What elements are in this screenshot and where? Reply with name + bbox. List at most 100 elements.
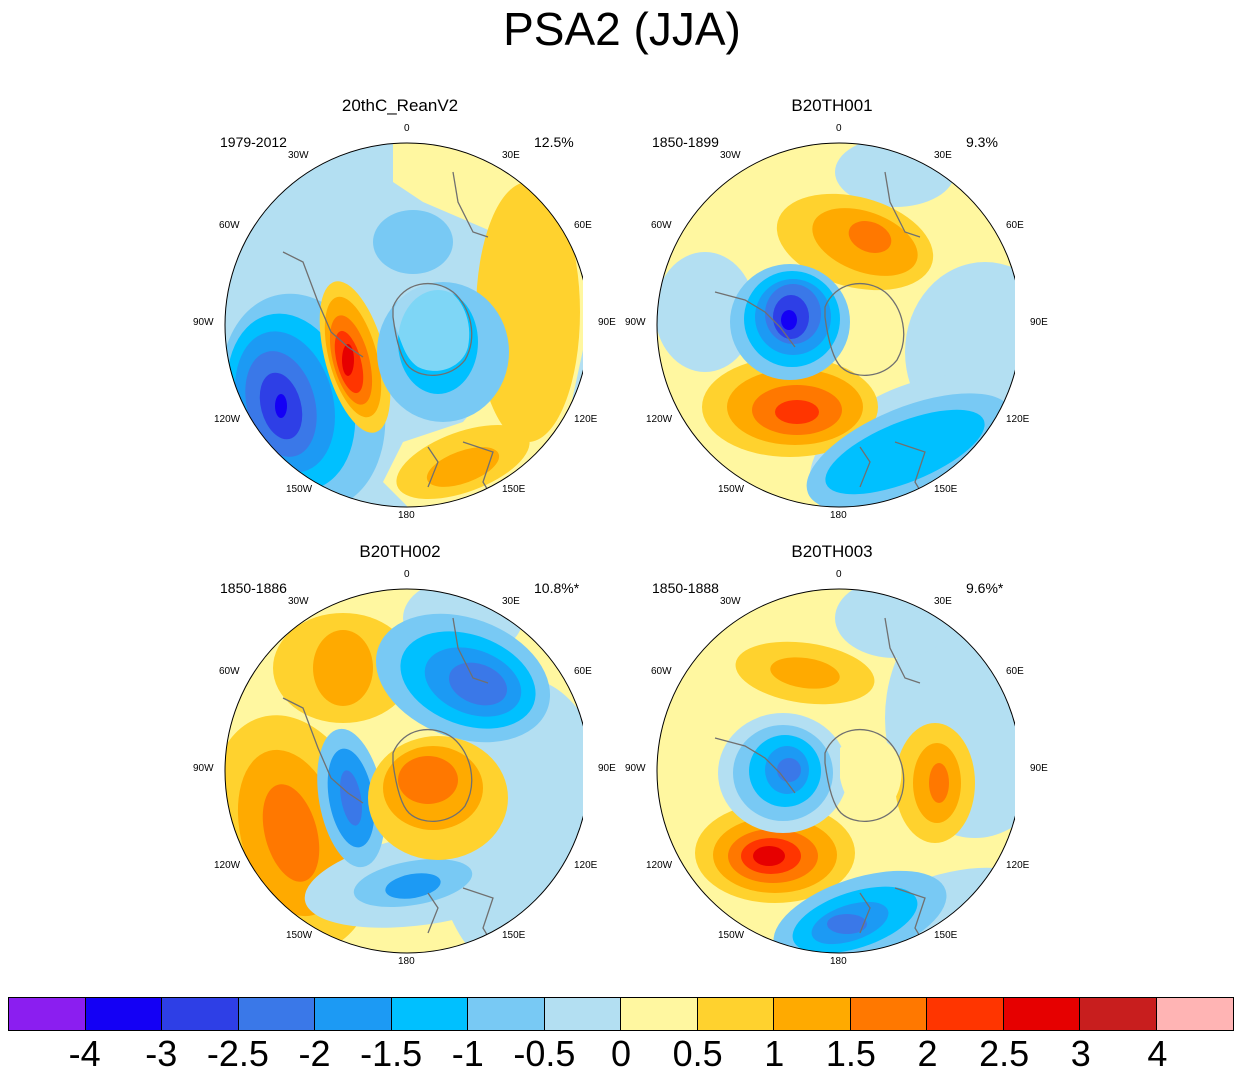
polar-map	[656, 588, 1015, 954]
panel-variance: 10.8%*	[534, 580, 580, 596]
colorbar-swatch	[391, 998, 468, 1030]
lon-label-60w: 60W	[651, 220, 672, 231]
panel-period: 1850-1888	[652, 580, 719, 596]
lon-label-0: 0	[404, 569, 410, 580]
colorbar-swatch	[544, 998, 621, 1030]
panel-b20th003: B20TH003 1850-1888 9.6%*	[625, 542, 1052, 972]
colorbar-label: -2.5	[206, 1033, 269, 1074]
lon-label-120e: 120E	[574, 860, 598, 871]
lon-label-30w: 30W	[720, 596, 741, 607]
polar-map	[656, 142, 1015, 508]
lon-label-90w: 90W	[193, 317, 214, 328]
lon-label-30e: 30E	[502, 596, 520, 607]
colorbar-swatch	[850, 998, 927, 1030]
lon-label-0: 0	[404, 123, 410, 134]
colorbar-swatch	[238, 998, 315, 1030]
panel-title: B20TH003	[791, 542, 873, 561]
colorbar-label: -1	[451, 1033, 484, 1074]
colorbar-swatch	[697, 998, 774, 1030]
colorbar-swatch	[468, 998, 545, 1030]
lon-label-150e: 150E	[934, 484, 958, 495]
panel-b20th002: B20TH002 1850-1886 10.8%*	[193, 542, 620, 972]
lon-label-30e: 30E	[934, 596, 952, 607]
lon-label-180: 180	[398, 956, 415, 967]
lon-label-90e: 90E	[1030, 763, 1048, 774]
panel-20thc-reanv2: 20thC_ReanV2 1979-2012 12.5%	[193, 96, 620, 526]
panel-variance: 12.5%	[534, 134, 574, 150]
panel-variance: 9.3%	[966, 134, 998, 150]
colorbar-label: -3	[145, 1033, 178, 1074]
panel-title: B20TH001	[791, 96, 873, 115]
lon-label-90e: 90E	[1030, 317, 1048, 328]
lon-label-90e: 90E	[598, 763, 616, 774]
colorbar-swatch	[9, 998, 86, 1030]
panel-period: 1979-2012	[220, 134, 287, 150]
lon-label-90w: 90W	[625, 763, 646, 774]
lon-label-90w: 90W	[625, 317, 646, 328]
lon-label-60w: 60W	[219, 220, 240, 231]
colorbar-swatch	[1156, 998, 1233, 1030]
panel-period: 1850-1899	[652, 134, 719, 150]
lon-label-30e: 30E	[502, 150, 520, 161]
colorbar-swatch	[315, 998, 392, 1030]
lon-label-120w: 120W	[214, 860, 241, 871]
lon-label-120w: 120W	[214, 414, 241, 425]
colorbar-label: 1	[764, 1033, 785, 1074]
panel-title: 20thC_ReanV2	[341, 96, 459, 115]
panel-b20th001: B20TH001 1850-1899 9.3%	[625, 96, 1052, 526]
colorbar-swatch	[774, 998, 851, 1030]
colorbar-label: 1.5	[825, 1033, 876, 1074]
lon-label-180: 180	[830, 956, 847, 967]
colorbar-label: -1.5	[360, 1033, 423, 1074]
lon-label-120w: 120W	[646, 860, 673, 871]
colorbar-swatch	[162, 998, 239, 1030]
lon-label-30w: 30W	[720, 150, 741, 161]
lon-label-30w: 30W	[288, 596, 309, 607]
colorbar-label: 3	[1070, 1033, 1091, 1074]
lon-label-150w: 150W	[718, 484, 745, 495]
lon-label-150e: 150E	[934, 930, 958, 941]
lon-label-60e: 60E	[574, 666, 592, 677]
lon-label-60w: 60W	[651, 666, 672, 677]
lon-label-120e: 120E	[1006, 414, 1030, 425]
lon-label-90e: 90E	[598, 317, 616, 328]
lon-label-0: 0	[836, 123, 842, 134]
colorbar-swatch	[1003, 998, 1080, 1030]
lon-label-30e: 30E	[934, 150, 952, 161]
lon-label-150w: 150W	[718, 930, 745, 941]
colorbar-swatch	[1080, 998, 1157, 1030]
lon-label-150e: 150E	[502, 930, 526, 941]
lon-label-60e: 60E	[574, 220, 592, 231]
colorbar-label: 2	[917, 1033, 938, 1074]
colorbar-swatch	[927, 998, 1004, 1030]
lon-label-150w: 150W	[286, 484, 313, 495]
lon-label-90w: 90W	[193, 763, 214, 774]
lon-label-120w: 120W	[646, 414, 673, 425]
lon-label-120e: 120E	[1006, 860, 1030, 871]
colorbar-label: 0.5	[672, 1033, 723, 1074]
colorbar-label: -2	[298, 1033, 331, 1074]
panel-title: B20TH002	[359, 542, 441, 561]
lon-label-180: 180	[830, 510, 847, 521]
colorbar-label: 0	[610, 1033, 632, 1074]
lon-label-180: 180	[398, 510, 415, 521]
colorbar-label: -0.5	[513, 1033, 576, 1074]
lon-label-60w: 60W	[219, 666, 240, 677]
lon-label-0: 0	[836, 569, 842, 580]
lon-label-30w: 30W	[288, 150, 309, 161]
lon-label-60e: 60E	[1006, 666, 1024, 677]
colorbar-label: 4	[1147, 1033, 1168, 1074]
polar-map	[224, 142, 583, 508]
colorbar-label: -4	[68, 1033, 101, 1074]
colorbar-swatch	[621, 998, 698, 1030]
panel-variance: 9.6%*	[966, 580, 1004, 596]
panel-period: 1850-1886	[220, 580, 287, 596]
lon-label-60e: 60E	[1006, 220, 1024, 231]
colorbar-label: 2.5	[979, 1033, 1030, 1074]
colorbar-swatch	[85, 998, 162, 1030]
colorbar	[8, 997, 1234, 1031]
lon-label-150w: 150W	[286, 930, 313, 941]
polar-map	[224, 588, 583, 954]
figure-title: PSA2 (JJA)	[503, 3, 741, 55]
lon-label-120e: 120E	[574, 414, 598, 425]
